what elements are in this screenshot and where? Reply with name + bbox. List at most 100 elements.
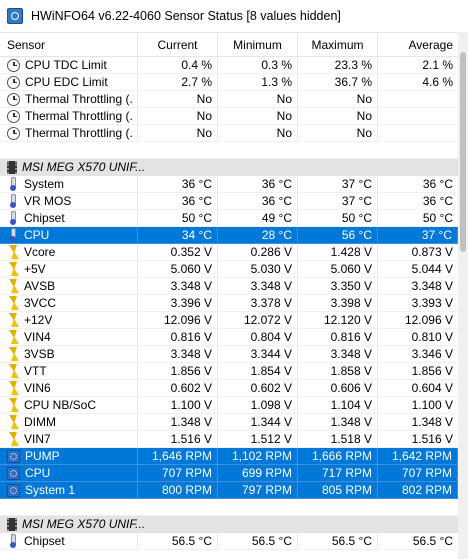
current-value: No (138, 108, 218, 124)
minimum-value: 0.286 V (218, 244, 298, 260)
minimum-value: 0.602 V (218, 380, 298, 396)
table-row[interactable]: System 36 °C 36 °C 37 °C 36 °C (0, 176, 458, 193)
maximum-value: 0.606 V (298, 380, 378, 396)
sensor-label: CPU NB/SoC (24, 398, 97, 412)
sensor-name-cell: CPU TDC Limit (0, 57, 138, 73)
sensor-name-cell: +12V (0, 312, 138, 328)
spacer-row (0, 499, 458, 516)
average-value: 2.1 % (422, 58, 453, 72)
table-row[interactable]: Vcore 0.352 V 0.286 V 1.428 V 0.873 V (0, 244, 458, 261)
average-value: 802 RPM (378, 482, 458, 498)
table-row[interactable]: VIN4 0.816 V 0.804 V 0.816 V 0.810 V (0, 329, 458, 346)
average-value (378, 91, 458, 107)
maximum-value: 1.348 V (298, 414, 378, 430)
table-row[interactable]: +12V 12.096 V 12.072 V 12.120 V 12.096 V (0, 312, 458, 329)
sensor-label: Thermal Throttling (... (25, 126, 132, 140)
sensor-label: Chipset (24, 211, 65, 225)
minimum-value: No (218, 91, 298, 107)
fan-icon (7, 466, 20, 480)
table-row[interactable]: VTT 1.856 V 1.854 V 1.858 V 1.856 V (0, 363, 458, 380)
table-row[interactable]: AVSB 3.348 V 3.348 V 3.350 V 3.348 V (0, 278, 458, 295)
average-value: 3.348 V (411, 279, 453, 293)
fan-icon (7, 449, 20, 463)
average-value: 0.810 V (411, 330, 453, 344)
average-value: 56.5 °C (412, 534, 453, 548)
minimum-value: 3.344 V (218, 346, 298, 362)
table-row[interactable]: CPU EDC Limit 2.7 % 1.3 % 36.7 % 4.6 % (0, 74, 458, 91)
thermometer-icon (7, 194, 19, 208)
average-value: 50 °C (422, 211, 453, 225)
voltage-icon (7, 296, 19, 310)
table-row[interactable]: CPU 34 °C 28 °C 56 °C 37 °C (0, 227, 458, 244)
minimum-value: 0.3 % (218, 57, 298, 73)
sensor-label: VTT (24, 364, 47, 378)
sensor-name-cell: DIMM (0, 414, 138, 430)
sensor-group-header[interactable]: MSI MEG X570 UNIF... (0, 516, 458, 533)
sensor-label: VIN4 (24, 330, 51, 344)
table-row[interactable]: VR MOS 36 °C 36 °C 37 °C 36 °C (0, 193, 458, 210)
thermometer-icon (7, 177, 19, 191)
maximum-value: No (298, 108, 378, 124)
vertical-scrollbar[interactable] (458, 32, 468, 559)
sensor-label: Thermal Throttling (... (25, 109, 132, 123)
current-value: 12.096 V (138, 312, 218, 328)
table-row[interactable]: System 1 800 RPM 797 RPM 805 RPM 802 RPM (0, 482, 458, 499)
maximum-value: 37 °C (298, 193, 378, 209)
voltage-icon (7, 364, 19, 378)
thermometer-icon (7, 228, 19, 242)
table-row[interactable]: Thermal Throttling (... No No No (0, 91, 458, 108)
sensor-name-cell: CPU (0, 227, 138, 243)
table-row[interactable]: 3VSB 3.348 V 3.344 V 3.348 V 3.346 V (0, 346, 458, 363)
table-row[interactable]: 3VCC 3.396 V 3.378 V 3.398 V 3.393 V (0, 295, 458, 312)
clock-icon (7, 92, 20, 106)
column-header-minimum[interactable]: Minimum (218, 33, 298, 56)
table-row[interactable]: VIN6 0.602 V 0.602 V 0.606 V 0.604 V (0, 380, 458, 397)
table-row[interactable]: +5V 5.060 V 5.030 V 5.060 V 5.044 V (0, 261, 458, 278)
sensor-label: Chipset (24, 534, 65, 548)
voltage-icon (7, 415, 19, 429)
table-row[interactable]: Thermal Throttling (... No No No (0, 125, 458, 142)
table-row[interactable]: Thermal Throttling (... No No No (0, 108, 458, 125)
average-value: 1.856 V (411, 364, 453, 378)
sensor-label: 3VCC (24, 296, 57, 310)
maximum-value: 1,666 RPM (298, 448, 378, 464)
column-header-current[interactable]: Current (138, 33, 218, 56)
table-row[interactable]: DIMM 1.348 V 1.344 V 1.348 V 1.348 V (0, 414, 458, 431)
maximum-value: 3.348 V (298, 346, 378, 362)
column-header-average[interactable]: Average (408, 37, 453, 52)
average-value: 3.346 V (411, 347, 453, 361)
average-value: 1.516 V (411, 432, 453, 446)
current-value: 56.5 °C (138, 533, 218, 549)
current-value: 1.856 V (138, 363, 218, 379)
sensor-label: VIN6 (24, 381, 51, 395)
table-row[interactable]: VIN7 1.516 V 1.512 V 1.518 V 1.516 V (0, 431, 458, 448)
current-value: 0.4 % (138, 57, 218, 73)
maximum-value: 12.120 V (298, 312, 378, 328)
sensor-name-cell: Chipset (0, 210, 138, 226)
scrollbar-thumb[interactable] (460, 52, 466, 252)
minimum-value: 28 °C (218, 227, 298, 243)
current-value: 707 RPM (138, 465, 218, 481)
sensor-name-cell: AVSB (0, 278, 138, 294)
current-value: 2.7 % (138, 74, 218, 90)
sensor-name-cell: +5V (0, 261, 138, 277)
maximum-value: 1.428 V (298, 244, 378, 260)
chip-icon (7, 160, 17, 174)
current-value: 0.352 V (138, 244, 218, 260)
sensor-group-header[interactable]: MSI MEG X570 UNIF... (0, 159, 458, 176)
maximum-value: 0.816 V (298, 329, 378, 345)
table-row[interactable]: PUMP 1,646 RPM 1,102 RPM 1,666 RPM 1,642 RPM (0, 448, 458, 465)
average-value: 36 °C (422, 177, 453, 191)
sensor-name-cell: CPU EDC Limit (0, 74, 138, 90)
table-row[interactable]: CPU 707 RPM 699 RPM 717 RPM 707 RPM (0, 465, 458, 482)
maximum-value: 805 RPM (298, 482, 378, 498)
table-row[interactable]: Chipset 50 °C 49 °C 50 °C 50 °C (0, 210, 458, 227)
column-header-maximum[interactable]: Maximum (298, 33, 378, 56)
hwinfo-app-icon[interactable] (7, 8, 23, 24)
maximum-value: 5.060 V (298, 261, 378, 277)
column-header-sensor[interactable]: Sensor (0, 33, 138, 56)
window-title: HWiNFO64 v6.22-4060 Sensor Status [8 val… (31, 9, 341, 23)
table-row[interactable]: CPU TDC Limit 0.4 % 0.3 % 23.3 % 2.1 % (0, 57, 458, 74)
table-row[interactable]: CPU NB/SoC 1.100 V 1.098 V 1.104 V 1.100 V (0, 397, 458, 414)
table-row[interactable]: Chipset 56.5 °C 56.5 °C 56.5 °C 56.5 °C (0, 533, 458, 550)
